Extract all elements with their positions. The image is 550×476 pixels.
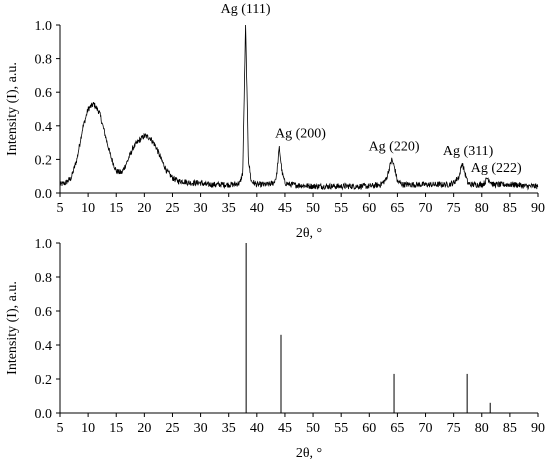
x-axis-title: 2θ, °: [296, 226, 322, 241]
x-tick-label: 65: [390, 421, 404, 436]
top-panel-xrd-pattern: 5 10 15 20 25 30 35 40 45 50 55 60 65 70 75 80 85 90 0.0 0.…: [5, 2, 545, 241]
y-tick-label: 0.8: [35, 53, 53, 68]
peak-annotation: Ag (222): [471, 161, 522, 176]
y-tick-label: 1.0: [35, 237, 53, 252]
x-tick-label: 55: [334, 421, 348, 436]
y-tick-label: 1.0: [35, 19, 53, 34]
y-axis-title: Intensity (I), a.u.: [5, 62, 20, 156]
y-axis-title: Intensity (I), a.u.: [5, 281, 20, 375]
x-tick-label: 65: [390, 201, 404, 216]
x-tick-label: 40: [250, 201, 264, 216]
y-tick-label: 0.2: [35, 153, 53, 168]
x-tick-label: 5: [57, 421, 64, 436]
x-tick-label: 90: [531, 421, 545, 436]
x-tick-label: 10: [81, 421, 95, 436]
bottom-panel-reference-lines: 5 10 15 20 25 30 35 40 45 50 55 60 65 70 75 80 85 90 0.0 0.…: [5, 237, 545, 461]
x-tick-label: 35: [222, 201, 236, 216]
peak-annotation: Ag (111): [221, 2, 271, 17]
x-tick-label: 25: [165, 421, 179, 436]
x-tick-label: 70: [419, 421, 433, 436]
y-tick-label: 0.8: [35, 271, 53, 286]
y-tick-label: 0.2: [35, 373, 53, 388]
xrd-pattern-line: [59, 24, 539, 191]
peak-annotation: Ag (220): [369, 139, 420, 154]
x-tick-label: 90: [531, 201, 545, 216]
x-tick-label: 45: [278, 201, 292, 216]
x-tick-label: 20: [137, 421, 151, 436]
x-tick-label: 85: [503, 421, 517, 436]
x-tick-label: 50: [306, 201, 320, 216]
y-tick-label: 0.0: [35, 187, 53, 202]
x-tick-label: 5: [57, 201, 64, 216]
x-tick-label: 60: [362, 201, 376, 216]
peak-annotation: Ag (200): [275, 127, 326, 142]
x-tick-label: 25: [165, 201, 179, 216]
peak-annotation: Ag (311): [443, 144, 494, 159]
x-tick-label: 20: [137, 201, 151, 216]
x-axis-title: 2θ, °: [296, 446, 322, 461]
y-tick-label: 0.4: [35, 120, 53, 135]
x-tick-label: 80: [475, 421, 489, 436]
x-tick-label: 75: [447, 421, 461, 436]
x-tick-label: 40: [250, 421, 264, 436]
x-tick-label: 75: [447, 201, 461, 216]
y-tick-label: 0.0: [35, 407, 53, 422]
x-tick-label: 80: [475, 201, 489, 216]
y-tick-label: 0.6: [35, 305, 53, 320]
x-tick-label: 60: [362, 421, 376, 436]
x-tick-label: 35: [222, 421, 236, 436]
x-tick-label: 15: [109, 421, 123, 436]
x-tick-label: 10: [81, 201, 95, 216]
y-tick-label: 0.6: [35, 86, 53, 101]
x-tick-label: 70: [419, 201, 433, 216]
y-tick-label: 0.4: [35, 339, 53, 354]
x-tick-label: 50: [306, 421, 320, 436]
x-tick-label: 45: [278, 421, 292, 436]
x-tick-label: 85: [503, 201, 517, 216]
x-tick-label: 55: [334, 201, 348, 216]
x-tick-label: 30: [194, 421, 208, 436]
x-tick-label: 30: [194, 201, 208, 216]
x-tick-label: 15: [109, 201, 123, 216]
